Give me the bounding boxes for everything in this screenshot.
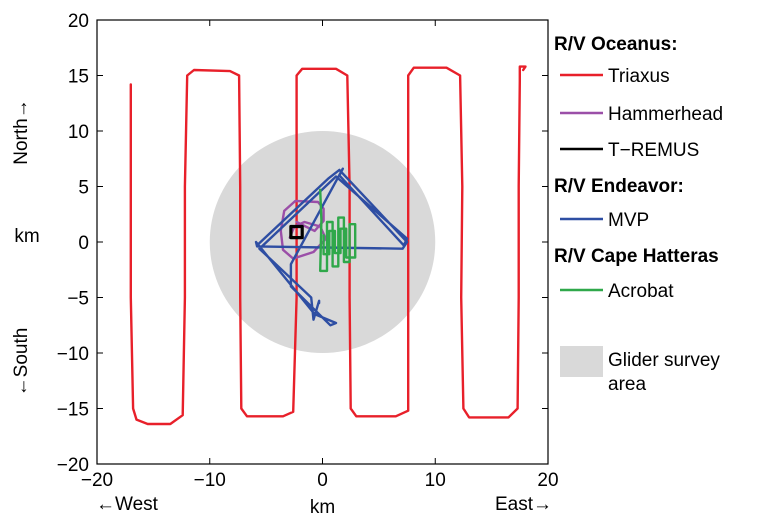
series-mvp <box>254 167 409 327</box>
x-tick-label: −20 <box>81 470 113 491</box>
series-layer <box>129 65 527 426</box>
legend-heading-oceanus: R/V Oceanus: <box>554 34 678 55</box>
series-acrobat <box>319 188 357 273</box>
x-tick-label: 0 <box>317 470 328 491</box>
legend-label-t-remus: T−REMUS <box>608 140 699 161</box>
y-tick-label: 20 <box>68 11 89 32</box>
y-tick-label: 15 <box>68 67 89 88</box>
y-tick-label: 10 <box>68 122 89 143</box>
y-tick-label: 0 <box>78 233 89 254</box>
legend-label-mvp: MVP <box>608 210 649 231</box>
legend-label-acrobat: Acrobat <box>608 281 674 302</box>
north-direction-label: North→ <box>11 99 32 164</box>
x-tick-label: 10 <box>425 470 446 491</box>
legend-heading-cape-hatteras: R/V Cape Hatteras <box>554 246 719 267</box>
south-direction-label: ←South <box>11 328 32 397</box>
legend-label-hammerhead: Hammerhead <box>608 104 723 125</box>
y-tick-label: −5 <box>67 289 89 310</box>
y-axis-label: km <box>14 226 39 247</box>
y-tick-label: 5 <box>78 178 89 199</box>
legend-label-triaxus: Triaxus <box>608 66 670 87</box>
series-t-remus <box>289 224 304 240</box>
y-tick-label: −20 <box>57 455 89 476</box>
east-direction-label: East→ <box>495 494 552 515</box>
west-direction-label: ←West <box>96 494 159 515</box>
legend-label-glider-area: Glider survey area <box>608 350 720 395</box>
legend-heading-endeavor: R/V Endeavor: <box>554 176 684 197</box>
tick-layer: −20 −10 0 10 20 −20 −15 −10 −5 0 5 10 15 20 <box>57 11 559 491</box>
series-triaxus <box>129 65 527 426</box>
y-tick-label: −15 <box>57 400 89 421</box>
x-tick-label: 20 <box>537 470 558 491</box>
x-axis-label: km <box>310 497 335 518</box>
legend: R/V Oceanus: Triaxus Hammerhead T−REMUS … <box>554 34 723 395</box>
y-tick-label: −10 <box>57 344 89 365</box>
x-tick-label: −10 <box>194 470 226 491</box>
legend-swatch-glider-area <box>560 346 603 377</box>
